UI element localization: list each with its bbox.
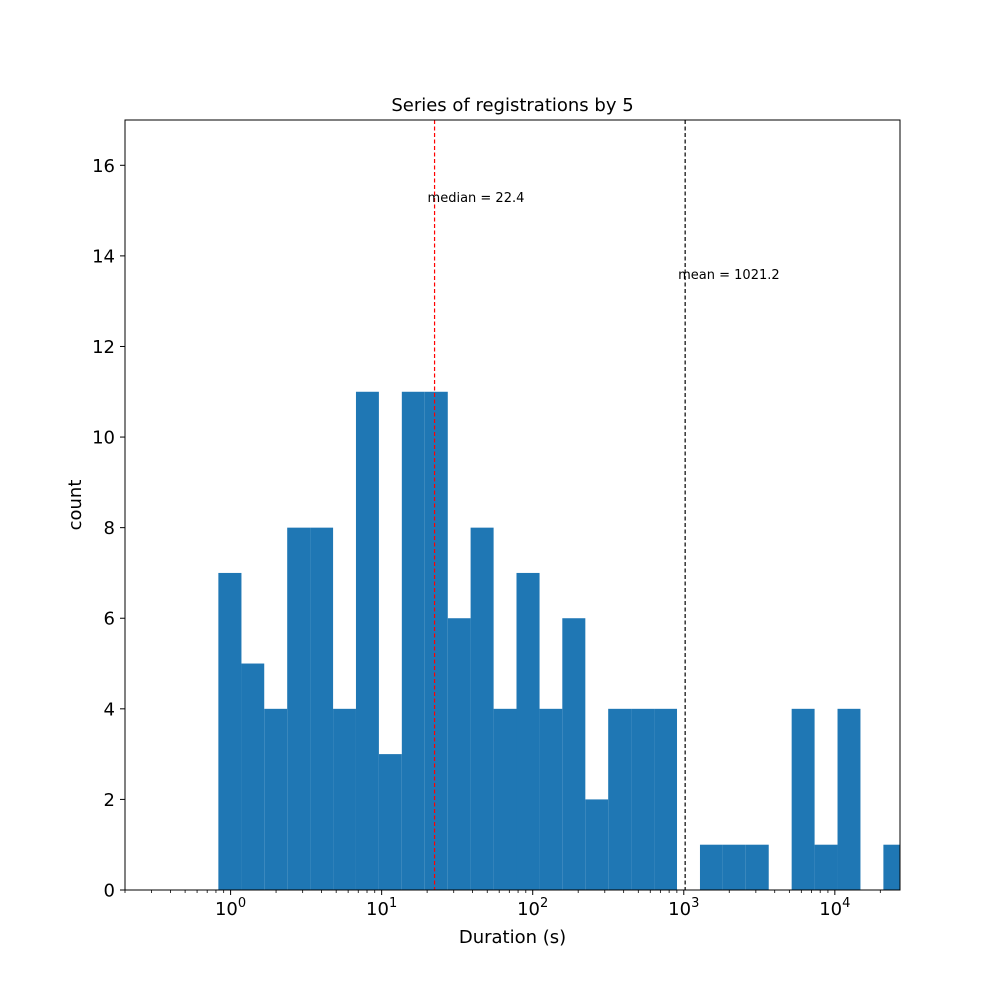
histogram-bar-1: [241, 663, 265, 890]
bars-group: [218, 391, 900, 890]
y-tick-label-7: 14: [92, 246, 115, 267]
histogram-bar-23: [745, 844, 769, 890]
histogram-bar-10: [447, 618, 471, 890]
histogram-bar-3: [287, 527, 311, 890]
histogram-bar-15: [562, 618, 586, 890]
x-tick-label-2: 102: [517, 896, 548, 920]
histogram-bar-11: [470, 527, 494, 890]
x-tick-label-3: 103: [668, 896, 699, 920]
histogram-bar-8: [401, 391, 425, 890]
y-tick-label-6: 12: [92, 337, 115, 358]
plot-frame: [124, 119, 901, 891]
histogram-bar-9: [424, 391, 448, 890]
y-tick-label-4: 8: [104, 518, 115, 539]
histogram-bar-27: [837, 708, 861, 890]
x-tick-label-0: 100: [215, 896, 246, 920]
y-axis: 0 2 4 6 8 10 12 14 16: [92, 156, 125, 902]
y-tick-label-0: 0: [104, 881, 115, 902]
histogram-bar-5: [333, 708, 356, 890]
x-tick-label-1: 101: [366, 896, 397, 920]
histogram-bar-17: [608, 708, 632, 890]
histogram-bar-12: [493, 708, 517, 890]
histogram-bar-18: [631, 708, 655, 890]
x-tick-label-4: 104: [819, 896, 850, 920]
histogram-bar-6: [355, 391, 379, 890]
histogram-bar-21: [699, 844, 723, 890]
y-tick-label-8: 16: [92, 156, 115, 177]
histogram-bar-25: [791, 708, 815, 890]
y-tick-label-2: 4: [104, 699, 115, 720]
histogram-bar-16: [585, 799, 609, 890]
histogram-bar-0: [218, 572, 242, 890]
annotation-lines: [433, 120, 686, 890]
histogram-bar-19: [654, 708, 678, 890]
histogram-bar-26: [814, 844, 838, 890]
chart-title: Series of registrations by 5: [391, 95, 633, 116]
x-axis-label: Duration (s): [459, 927, 566, 948]
histogram-bar-7: [378, 754, 402, 890]
histogram-bar-2: [264, 708, 288, 890]
histogram-bar-22: [722, 844, 746, 890]
mean-label: mean = 1021.2: [678, 268, 780, 283]
y-tick-label-3: 6: [104, 609, 115, 630]
histogram-bar-13: [516, 572, 540, 890]
y-tick-label-1: 2: [104, 790, 115, 811]
x-axis: 100 101 102 103 104: [124, 890, 881, 920]
histogram-bar-29: [883, 844, 900, 890]
histogram-bar-4: [310, 527, 334, 890]
y-axis-label: count: [65, 480, 86, 531]
histogram-bar-14: [539, 708, 563, 890]
median-label: median = 22.4: [428, 191, 525, 206]
y-tick-label-5: 10: [92, 428, 115, 449]
annotation-labels: median = 22.4 mean = 1021.2: [428, 191, 780, 283]
